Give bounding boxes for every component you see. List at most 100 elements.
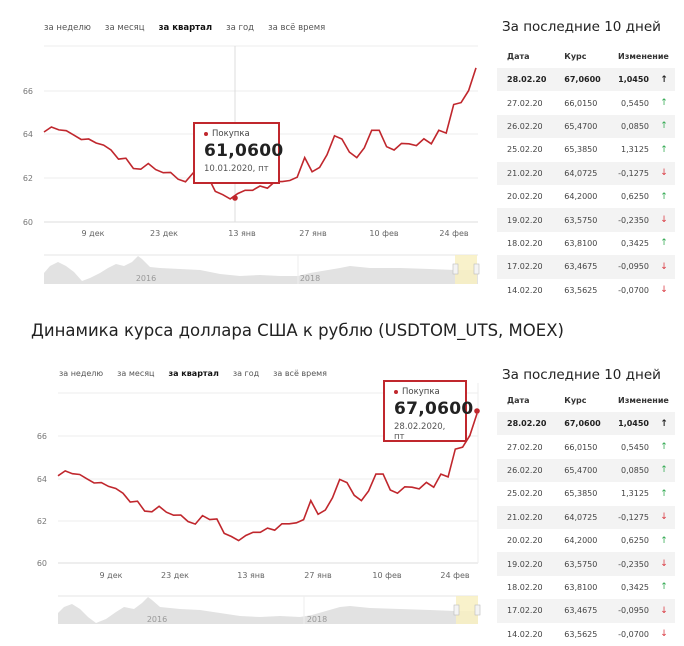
arrow-up-icon: ↑ bbox=[660, 582, 668, 593]
cell-change: 0,3425 bbox=[621, 238, 649, 248]
svg-text:13 янв: 13 янв bbox=[237, 571, 265, 580]
cell-rate: 66,0150 bbox=[564, 98, 598, 108]
table-header-row: Дата Курс Изменение bbox=[497, 389, 675, 412]
tab-all-time[interactable]: за всё время bbox=[268, 23, 326, 33]
cell-date: 26.02.20 bbox=[497, 458, 555, 483]
arrow-up-icon: ↑ bbox=[660, 144, 668, 155]
cell-change: -0,1275 bbox=[608, 161, 653, 185]
navigator[interactable]: 2016 2018 bbox=[58, 595, 481, 624]
arrow-up-icon: ↑ bbox=[653, 68, 675, 92]
table-row: 20.02.20 64,2000 0,6250 ↑ bbox=[497, 529, 675, 552]
table-row: 28.02.20 67,0600 1,0450 ↑ bbox=[497, 68, 675, 92]
column-header: Курс bbox=[564, 52, 587, 61]
arrow-up-icon: ↑ bbox=[653, 114, 675, 139]
cell-rate: 63,5625 bbox=[564, 285, 598, 295]
cell-rate: 63,5750 bbox=[554, 552, 609, 576]
table-row: 14.02.20 63,5625 -0,0700 ↓ bbox=[497, 623, 675, 646]
svg-text:60: 60 bbox=[37, 559, 47, 568]
table-row: 28.02.20 67,0600 1,0450 ↑ bbox=[497, 412, 675, 436]
tab-quarter[interactable]: за квартал bbox=[158, 23, 213, 33]
table-row: 20.02.20 64,2000 0,6250 ↑ bbox=[497, 185, 675, 208]
table-row: 17.02.20 63,4675 -0,0950 ↓ bbox=[497, 599, 675, 623]
svg-text:66: 66 bbox=[23, 87, 33, 96]
tab-month[interactable]: за месяц bbox=[117, 369, 155, 378]
table-row: 14.02.20 63,5625 -0,0700 ↓ bbox=[497, 279, 675, 302]
cell-change: -0,0700 bbox=[618, 629, 649, 639]
cell-change: 1,3125 bbox=[621, 145, 649, 155]
cell-date: 17.02.20 bbox=[497, 599, 555, 623]
navigator-handle-left bbox=[452, 263, 459, 275]
cell-rate: 65,4700 bbox=[554, 458, 609, 483]
cell-change: -0,2350 bbox=[608, 552, 653, 576]
column-header: Дата bbox=[507, 52, 530, 61]
cell-date: 17.02.20 bbox=[497, 255, 555, 279]
arrow-up-icon: ↑ bbox=[660, 98, 668, 109]
cell-date: 27.02.20 bbox=[507, 442, 543, 452]
arrow-up-icon: ↑ bbox=[660, 238, 668, 249]
table-header-row: Дата Курс Изменение bbox=[497, 45, 675, 68]
tab-quarter[interactable]: за квартал bbox=[168, 369, 219, 378]
arrow-up-icon: ↑ bbox=[653, 458, 675, 483]
column-header: Курс bbox=[564, 396, 587, 405]
cell-rate: 63,5625 bbox=[564, 629, 598, 639]
cell-date: 18.02.20 bbox=[507, 238, 543, 248]
svg-text:10 фев: 10 фев bbox=[372, 571, 401, 580]
navigator-handle-right bbox=[473, 263, 480, 275]
arrow-down-icon: ↓ bbox=[653, 208, 675, 232]
navigator-range bbox=[456, 596, 478, 624]
svg-text:2018: 2018 bbox=[300, 274, 320, 283]
cell-date: 20.02.20 bbox=[507, 536, 543, 546]
table-title: За последние 10 дней bbox=[502, 19, 661, 35]
rates-table: Дата Курс Изменение 28.02.20 67,0600 1,0450 ↑ 2… bbox=[497, 45, 675, 302]
cell-rate: 64,0725 bbox=[554, 505, 609, 529]
period-tabs: за неделю за месяц за квартал за год за … bbox=[44, 23, 339, 33]
cell-change: -0,0950 bbox=[608, 255, 653, 279]
y-axis-labels: 66 64 62 60 bbox=[37, 432, 47, 568]
cell-change: 0,6250 bbox=[621, 536, 649, 546]
arrow-up-icon: ↑ bbox=[660, 535, 668, 546]
cell-change: -0,2350 bbox=[608, 208, 653, 232]
navigator-area bbox=[44, 256, 478, 284]
svg-text:66: 66 bbox=[37, 432, 47, 441]
cell-date: 19.02.20 bbox=[497, 208, 555, 232]
top-chart-panel: за неделю за месяц за квартал за год за … bbox=[0, 0, 684, 300]
cell-change: 1,0450 bbox=[608, 412, 653, 436]
cell-date: 27.02.20 bbox=[507, 98, 543, 108]
table-row: 26.02.20 65,4700 0,0850 ↑ bbox=[497, 458, 675, 483]
column-header: Изменение bbox=[618, 396, 669, 405]
navigator[interactable]: 2016 2018 bbox=[44, 254, 480, 284]
tab-year[interactable]: за год bbox=[232, 369, 260, 378]
tooltip-label: Покупка bbox=[402, 387, 440, 397]
period-tabs: за неделю за месяц за квартал за год за … bbox=[59, 369, 341, 378]
table-row: 21.02.20 64,0725 -0,1275 ↓ bbox=[497, 161, 675, 185]
table-row: 19.02.20 63,5750 -0,2350 ↓ bbox=[497, 208, 675, 232]
cell-change: 0,5450 bbox=[621, 98, 649, 108]
tab-month[interactable]: за месяц bbox=[104, 23, 145, 33]
tab-year[interactable]: за год bbox=[226, 23, 255, 33]
table-row: 18.02.20 63,8100 0,3425 ↑ bbox=[497, 576, 675, 599]
tab-week[interactable]: за неделю bbox=[44, 23, 91, 33]
last-10-days-panel: За последние 10 дней Дата Курс Изменение 28… bbox=[497, 19, 684, 302]
svg-text:9 дек: 9 дек bbox=[82, 229, 105, 238]
cell-rate: 63,8100 bbox=[564, 238, 598, 248]
table-row: 21.02.20 64,0725 -0,1275 ↓ bbox=[497, 505, 675, 529]
tab-all-time[interactable]: за всё время bbox=[273, 369, 327, 378]
cell-rate: 65,3850 bbox=[564, 489, 598, 499]
svg-text:24 фев: 24 фев bbox=[440, 571, 469, 580]
cell-date: 19.02.20 bbox=[497, 552, 555, 576]
cell-rate: 66,0150 bbox=[564, 442, 598, 452]
cell-change: 1,0450 bbox=[608, 68, 653, 92]
svg-text:2016: 2016 bbox=[136, 274, 156, 283]
rates-table: Дата Курс Изменение 28.02.20 67,0600 1,0450 ↑ 2… bbox=[497, 389, 675, 646]
svg-text:13 янв: 13 янв bbox=[228, 229, 256, 238]
series-dot-icon bbox=[204, 132, 208, 136]
navigator-handle-left bbox=[453, 604, 460, 616]
svg-text:24 фев: 24 фев bbox=[439, 229, 468, 238]
column-header: Изменение bbox=[618, 52, 669, 61]
navigator-area bbox=[58, 597, 478, 624]
cell-change: 0,0850 bbox=[608, 458, 653, 483]
arrow-down-icon: ↓ bbox=[653, 552, 675, 576]
tab-week[interactable]: за неделю bbox=[59, 369, 104, 378]
cell-change: -0,0950 bbox=[608, 599, 653, 623]
table-row: 27.02.20 66,0150 0,5450 ↑ bbox=[497, 435, 675, 458]
